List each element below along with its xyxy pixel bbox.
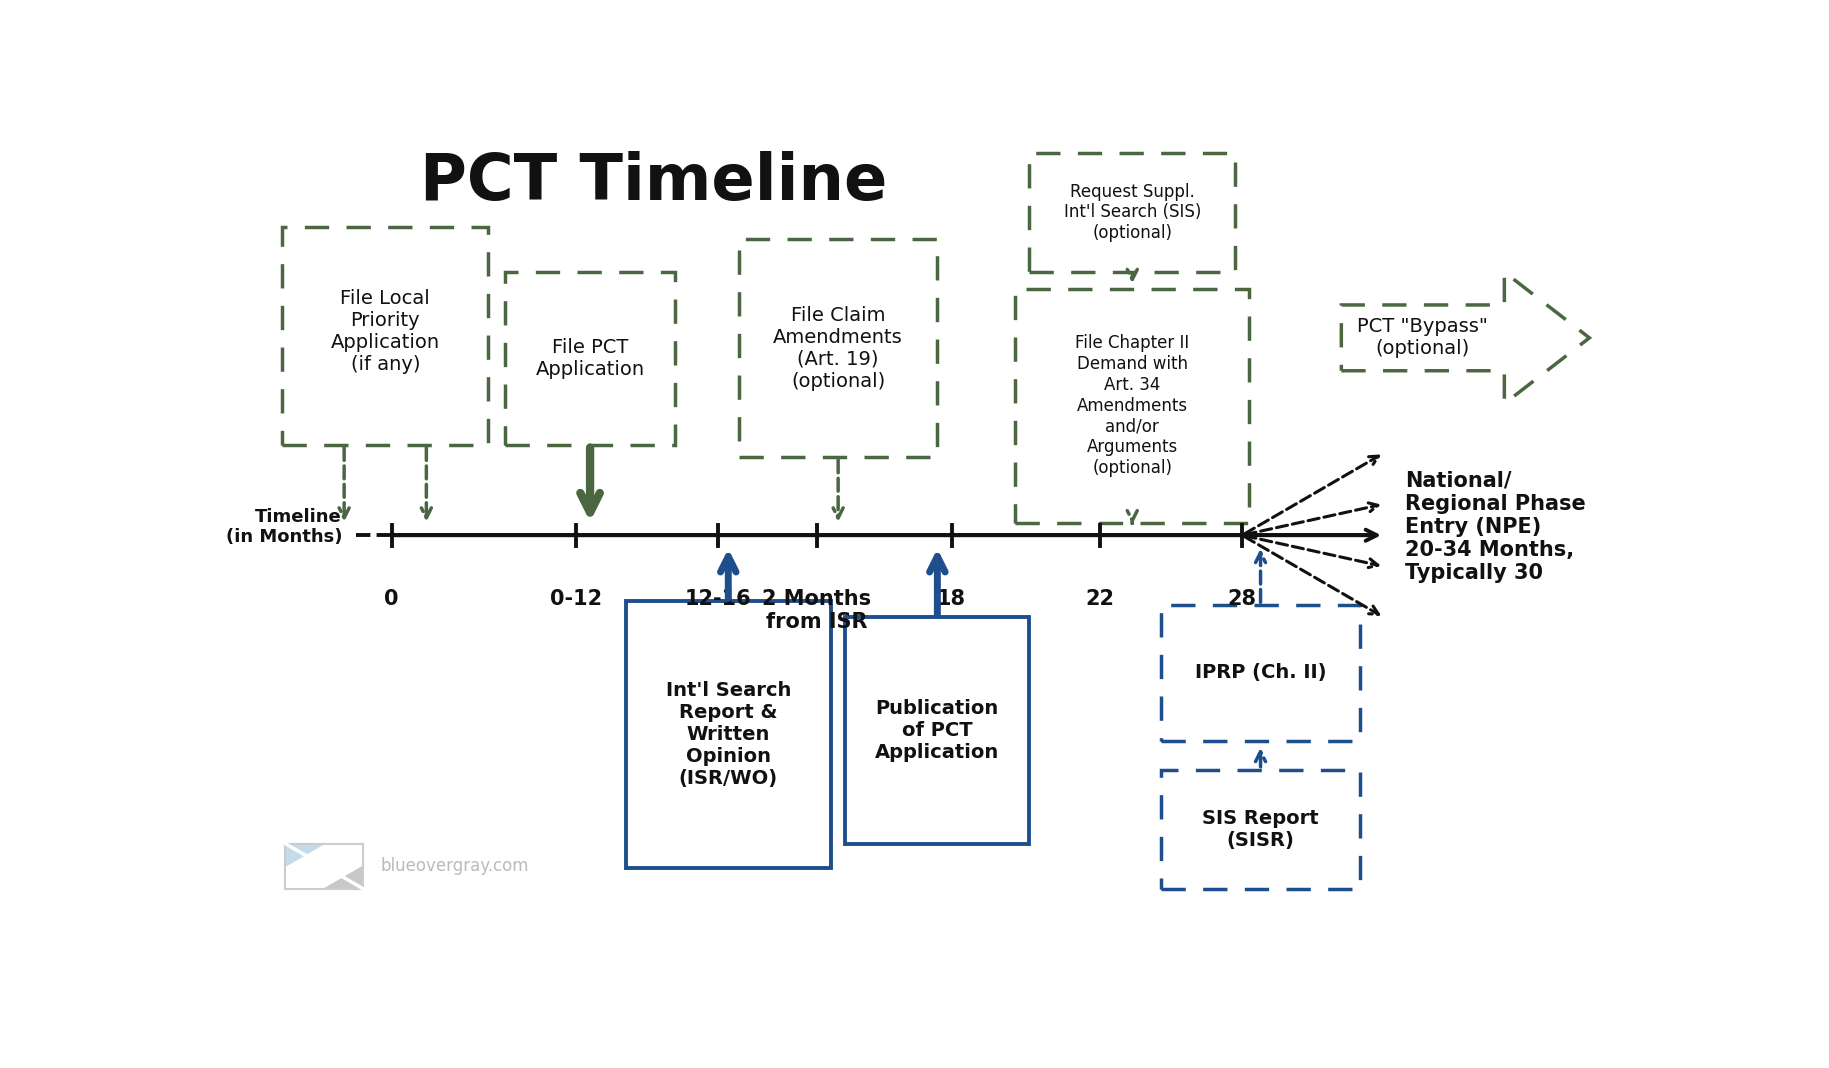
Text: File PCT
Application: File PCT Application [536,337,644,379]
Text: Int'l Search
Report &
Written
Opinion
(ISR/WO): Int'l Search Report & Written Opinion (I… [666,681,790,788]
Text: 28: 28 [1227,588,1257,609]
Bar [845,617,1030,844]
Text: File Chapter II
Demand with
Art. 34
Amendments
and/or
Arguments
(optional): File Chapter II Demand with Art. 34 Amen… [1075,334,1189,477]
Text: 18: 18 [936,588,966,609]
Text: Publication
of PCT
Application: Publication of PCT Application [876,700,999,763]
Text: 22: 22 [1086,588,1116,609]
Bar [1161,606,1359,741]
Text: 0: 0 [384,588,399,609]
Text: 12-16: 12-16 [684,588,752,609]
Bar [1015,288,1249,523]
Bar [1030,153,1235,272]
Polygon shape [324,866,364,889]
Bar [626,601,830,868]
Text: PCT "Bypass"
(optional): PCT "Bypass" (optional) [1357,317,1489,359]
Text: National/
Regional Phase
Entry (NPE)
20-34 Months,
Typically 30: National/ Regional Phase Entry (NPE) 20-… [1405,471,1586,583]
Bar [1161,770,1359,889]
Bar [282,226,488,444]
Bar [739,239,936,457]
Text: IPRP (Ch. II): IPRP (Ch. II) [1194,663,1326,682]
Text: Request Suppl.
Int'l Search (SIS)
(optional): Request Suppl. Int'l Search (SIS) (optio… [1064,183,1202,242]
Text: File Local
Priority
Application
(if any): File Local Priority Application (if any) [331,289,439,374]
Text: 2 Months
from ISR: 2 Months from ISR [763,588,871,632]
Bar [285,844,364,889]
Text: PCT Timeline: PCT Timeline [421,151,887,213]
Bar [505,272,675,444]
Text: SIS Report
(SISR): SIS Report (SISR) [1202,808,1319,850]
Polygon shape [285,844,324,866]
Text: 0-12: 0-12 [551,588,602,609]
Text: blueovergray.com: blueovergray.com [380,858,529,876]
Text: Timeline
(in Months): Timeline (in Months) [225,507,342,547]
Text: File Claim
Amendments
(Art. 19)
(optional): File Claim Amendments (Art. 19) (optiona… [774,305,904,391]
